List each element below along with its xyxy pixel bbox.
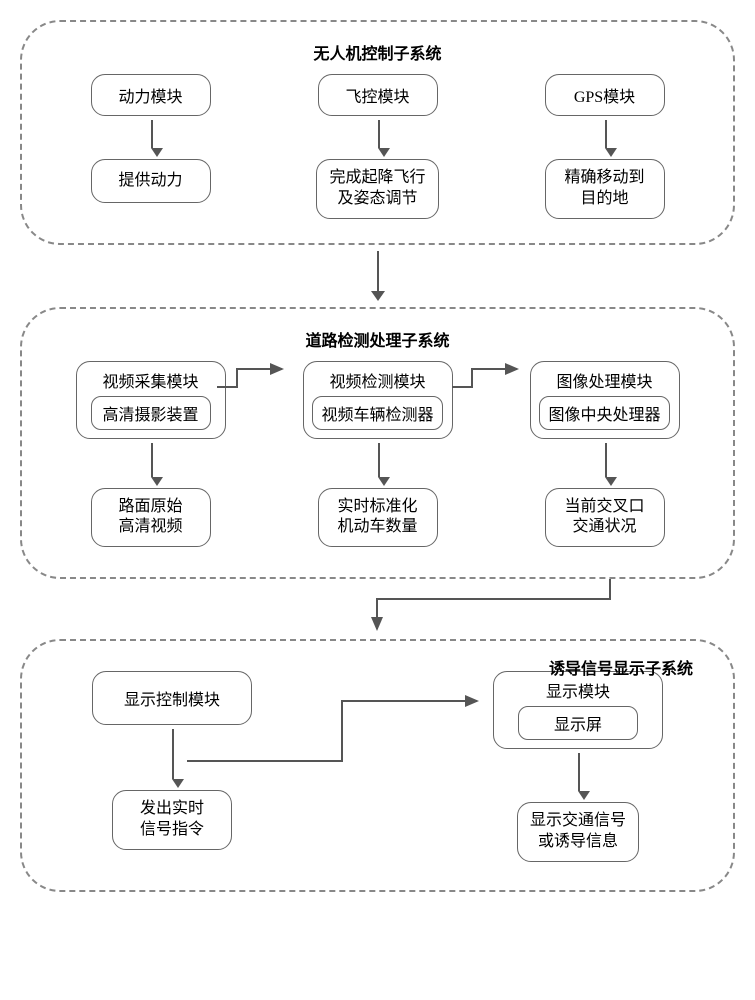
module-display: 显示模块 显示屏: [493, 671, 663, 749]
s2-col-1: 视频检测模块 视频车辆检测器 实时标准化机动车数量: [269, 361, 486, 548]
s1-col-1: 飞控模块 完成起降飞行及姿态调节: [269, 74, 486, 219]
connector-2-3-wrap: [20, 579, 735, 639]
output-traffic-status: 当前交叉口交通状况: [545, 488, 665, 548]
output-flight-control: 完成起降飞行及姿态调节: [316, 159, 438, 219]
inner-image-cpu: 图像中央处理器: [539, 396, 669, 430]
module-video-detect-title: 视频检测模块: [329, 368, 425, 392]
subsystem-road-detection: 道路检测处理子系统 视频采集模块 高清摄影装置 路面原始高清视频 视频检测模块 …: [20, 307, 735, 580]
output-vehicle-count: 实时标准化机动车数量: [318, 488, 438, 548]
subsystem2-row: 视频采集模块 高清摄影装置 路面原始高清视频 视频检测模块 视频车辆检测器 实时…: [42, 361, 713, 548]
module-video-capture: 视频采集模块 高清摄影装置: [76, 361, 226, 439]
connector-1-2: [20, 251, 735, 301]
module-power: 动力模块: [91, 74, 211, 116]
s3-col-0: 显示控制模块 发出实时信号指令: [92, 671, 252, 850]
output-display-info: 显示交通信号或诱导信息: [517, 802, 639, 862]
connector-2-3: [20, 579, 735, 639]
module-image-proc: 图像处理模块 图像中央处理器: [530, 361, 680, 439]
subsystem3-row: 显示控制模块 发出实时信号指令 显示模块 显示屏 显示交通信号或诱导信息: [42, 671, 713, 862]
subsystem3-title: 诱导信号显示子系统: [549, 655, 693, 679]
s1-col-2: GPS模块 精确移动到目的地: [496, 74, 713, 219]
module-image-proc-title: 图像处理模块: [556, 368, 652, 392]
output-signal-cmd: 发出实时信号指令: [112, 790, 232, 850]
subsystem2-title: 道路检测处理子系统: [42, 327, 713, 351]
output-gps: 精确移动到目的地: [545, 159, 665, 219]
inner-screen: 显示屏: [518, 706, 638, 740]
module-display-title: 显示模块: [546, 678, 610, 702]
s2-col-2: 图像处理模块 图像中央处理器 当前交叉口交通状况: [496, 361, 713, 548]
module-video-detect: 视频检测模块 视频车辆检测器: [303, 361, 453, 439]
s3-col-1: 显示模块 显示屏 显示交通信号或诱导信息: [493, 671, 663, 862]
s2-col-0: 视频采集模块 高清摄影装置 路面原始高清视频: [42, 361, 259, 548]
subsystem1-title: 无人机控制子系统: [42, 40, 713, 64]
inner-hd-camera: 高清摄影装置: [91, 396, 211, 430]
module-gps: GPS模块: [545, 74, 665, 116]
module-flight-control: 飞控模块: [318, 74, 438, 116]
output-power: 提供动力: [91, 159, 211, 203]
subsystem1-row: 动力模块 提供动力 飞控模块 完成起降飞行及姿态调节 GPS模块 精确移动到目的…: [42, 74, 713, 219]
subsystem-uav-control: 无人机控制子系统 动力模块 提供动力 飞控模块 完成起降飞行及姿态调节 GPS模…: [20, 20, 735, 245]
module-video-capture-title: 视频采集模块: [102, 368, 198, 392]
subsystem-guidance-signal: 诱导信号显示子系统 显示控制模块 发出实时信号指令 显示模块 显示屏 显示交通信…: [20, 639, 735, 892]
output-raw-video: 路面原始高清视频: [91, 488, 211, 548]
inner-vehicle-detector: 视频车辆检测器: [312, 396, 442, 430]
s1-col-0: 动力模块 提供动力: [42, 74, 259, 219]
module-display-control: 显示控制模块: [92, 671, 252, 725]
